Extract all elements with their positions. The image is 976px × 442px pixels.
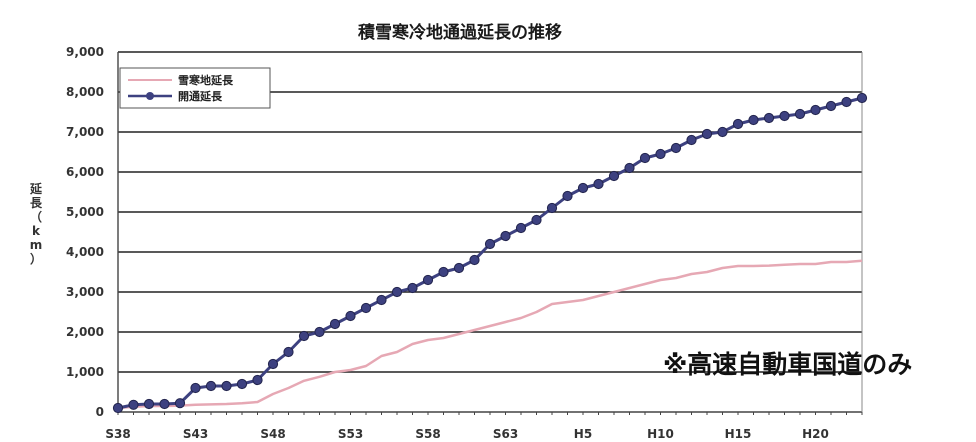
data-point	[562, 190, 573, 202]
data-point	[236, 378, 248, 390]
x-tick-label: S43	[183, 427, 208, 441]
data-point	[221, 380, 232, 392]
data-point	[608, 170, 620, 182]
y-tick-label: 6,000	[66, 165, 104, 179]
x-tick-label: H5	[574, 427, 592, 441]
plot-area	[118, 52, 862, 412]
data-point	[763, 112, 775, 124]
y-tick-label: 4,000	[66, 245, 104, 259]
x-tick-label: S48	[260, 427, 285, 441]
data-point	[159, 398, 170, 410]
data-point	[128, 399, 139, 410]
data-point	[345, 310, 356, 322]
gridlines	[118, 51, 862, 412]
data-point	[500, 230, 511, 242]
data-point	[329, 318, 341, 330]
data-point	[639, 152, 651, 164]
data-point	[732, 118, 744, 130]
x-tick-label: H20	[802, 427, 829, 441]
data-point	[376, 294, 387, 306]
data-point	[624, 162, 635, 174]
data-point	[252, 374, 263, 386]
data-point	[655, 148, 666, 160]
data-point	[701, 128, 713, 140]
data-point	[314, 326, 325, 338]
x-tick-label: S58	[415, 427, 440, 441]
data-point	[825, 100, 837, 112]
x-tick-label: S38	[105, 427, 130, 441]
data-point	[407, 282, 418, 294]
data-point	[438, 266, 449, 278]
y-tick-label: 3,000	[66, 285, 104, 299]
y-axis-label: 延長（ k m）	[29, 181, 43, 266]
data-point	[469, 254, 480, 266]
data-point	[143, 398, 155, 410]
data-point	[298, 330, 310, 342]
axes	[117, 52, 863, 415]
data-point	[515, 222, 527, 234]
data-point	[841, 96, 852, 108]
data-point	[686, 134, 697, 146]
legend-box	[119, 67, 271, 109]
y-tick-label: 1,000	[66, 365, 104, 379]
series-layer	[112, 92, 868, 414]
x-tick-label: H10	[647, 427, 674, 441]
data-point	[670, 142, 682, 154]
data-point	[422, 274, 434, 286]
data-point	[810, 104, 821, 116]
y-tick-label: 7,000	[66, 125, 104, 139]
data-point	[593, 178, 604, 190]
x-tick-label: S53	[338, 427, 363, 441]
data-point	[794, 108, 806, 120]
data-point	[112, 402, 124, 414]
data-point	[360, 302, 372, 314]
legend-label: 開通延長	[178, 89, 223, 103]
chart-title: 積雪寒冷地通過延長の推移	[358, 22, 562, 43]
data-point	[174, 398, 186, 409]
data-point	[531, 214, 542, 226]
y-tick-label: 0	[96, 405, 104, 419]
y-tick-label: 8,000	[66, 85, 104, 99]
data-point	[267, 358, 279, 370]
x-tick-label: H15	[725, 427, 752, 441]
legend-swatch-marker	[146, 92, 154, 100]
series-line-0	[117, 259, 863, 410]
x-tick-label: S63	[493, 427, 518, 441]
data-point	[453, 262, 465, 274]
y-tick-label: 2,000	[66, 325, 104, 339]
y-tick-label: 9,000	[66, 45, 104, 59]
data-point	[205, 380, 217, 392]
legend-label: 雪寒地延長	[178, 73, 234, 87]
y-tick-labels: 0 1,000 2,000 3,000 4,000 5,000 6,000 7,000 8,00…	[66, 45, 104, 419]
data-point	[190, 382, 201, 394]
data-point	[577, 182, 589, 194]
y-tick-label: 5,000	[66, 205, 104, 219]
data-point	[748, 114, 759, 126]
data-point	[283, 346, 294, 358]
data-point	[779, 110, 790, 122]
annotation-note: ※高速自動車国道のみ	[663, 350, 912, 379]
data-point	[546, 202, 558, 214]
x-tick-labels: S38 S43 S48 S53 S58 S63 H5 H10 H15 H20	[105, 427, 829, 441]
data-point	[391, 286, 403, 298]
data-point	[856, 92, 868, 104]
data-point	[717, 126, 728, 138]
data-point	[484, 238, 496, 250]
